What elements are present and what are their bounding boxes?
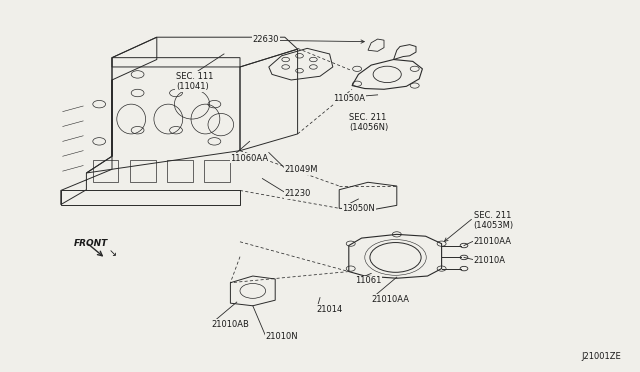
Text: 21049M: 21049M [285, 165, 318, 174]
Circle shape [460, 266, 468, 271]
Text: 11061: 11061 [355, 276, 381, 285]
Text: 22630: 22630 [253, 35, 279, 44]
Text: 21010AA: 21010AA [371, 295, 409, 304]
Text: 21010AA: 21010AA [474, 237, 511, 246]
Text: SEC. 211: SEC. 211 [349, 113, 386, 122]
Text: 13050N: 13050N [342, 204, 375, 213]
Text: 21010A: 21010A [474, 256, 506, 265]
Circle shape [460, 243, 468, 248]
Text: ↘: ↘ [109, 248, 117, 258]
Text: (11041): (11041) [176, 82, 209, 91]
Text: SEC. 111: SEC. 111 [176, 72, 213, 81]
Text: 11050A: 11050A [333, 94, 365, 103]
Text: 21230: 21230 [285, 189, 311, 198]
Text: J21001ZE: J21001ZE [581, 352, 621, 361]
Text: FRONT: FRONT [74, 239, 108, 248]
Text: (14056N): (14056N) [349, 123, 388, 132]
Circle shape [460, 255, 468, 260]
Text: (14053M): (14053M) [474, 221, 514, 230]
Text: 21010N: 21010N [266, 332, 298, 341]
Text: 21014: 21014 [317, 305, 343, 314]
Text: 11060AA: 11060AA [230, 154, 269, 163]
Text: 21010AB: 21010AB [211, 320, 249, 329]
Text: SEC. 211: SEC. 211 [474, 211, 511, 220]
